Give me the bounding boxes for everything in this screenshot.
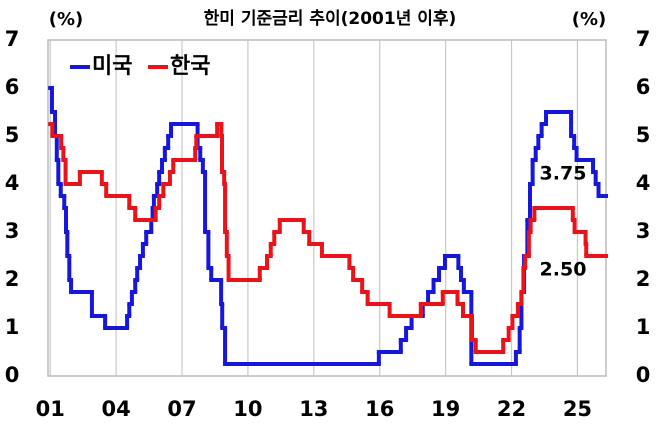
y-tick-label: 2 (5, 267, 20, 291)
y-tick-label: 0 (5, 363, 20, 387)
y-tick-label: 4 (5, 171, 20, 195)
y2-tick-label: 1 (636, 315, 651, 339)
legend-label: 미국 (92, 54, 132, 79)
x-tick-label: 22 (497, 397, 526, 421)
y-tick-label: 5 (5, 123, 20, 147)
x-tick-label: 19 (431, 397, 460, 421)
y2-axis-label: (%) (572, 9, 607, 30)
x-tick-label: 01 (36, 397, 65, 421)
y2-tick-label: 6 (636, 75, 651, 99)
x-tick-label: 25 (563, 397, 592, 421)
x-tick-label: 16 (365, 397, 394, 421)
y2-tick-label: 3 (636, 219, 651, 243)
y-tick-label: 3 (5, 219, 20, 243)
y2-tick-label: 2 (636, 267, 651, 291)
y2-tick-label: 5 (636, 123, 651, 147)
legend-label: 한국 (170, 54, 210, 79)
y2-tick-label: 0 (636, 363, 651, 387)
y-tick-label: 7 (5, 27, 20, 51)
x-tick-label: 13 (299, 397, 328, 421)
y-axis-label: (%) (49, 9, 84, 30)
y2-tick-label: 4 (636, 171, 651, 195)
x-tick-label: 07 (167, 397, 196, 421)
x-tick-label: 10 (233, 397, 262, 421)
chart-title: 한미 기준금리 추이(2001년 이후) (204, 8, 457, 29)
end-label: 3.75 (540, 163, 587, 185)
y-tick-label: 6 (5, 75, 20, 99)
y2-tick-label: 7 (636, 27, 651, 51)
plot-frame (47, 39, 607, 377)
end-label: 2.50 (540, 259, 587, 281)
x-tick-label: 04 (101, 397, 130, 421)
y-tick-label: 1 (5, 315, 20, 339)
